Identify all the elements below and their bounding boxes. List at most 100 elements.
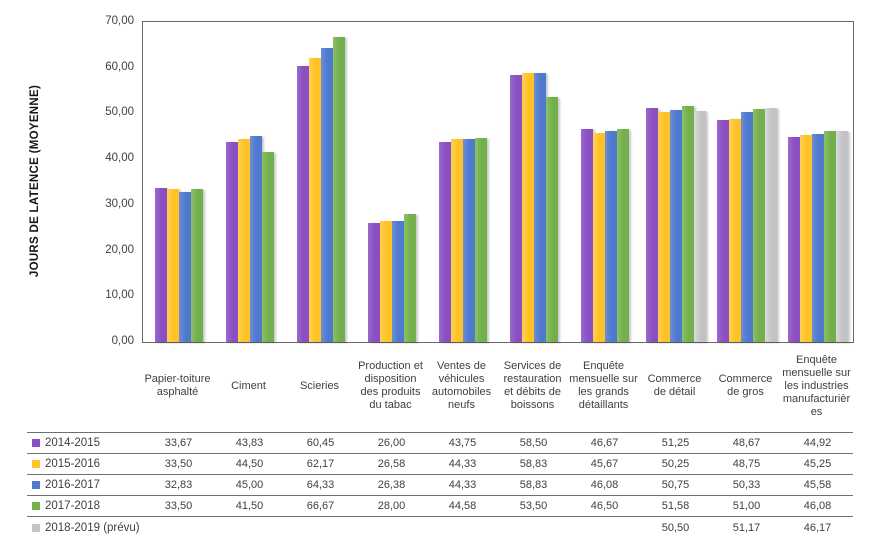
bar xyxy=(681,106,694,342)
bar xyxy=(545,97,558,342)
category-label: Commerce de gros xyxy=(718,373,773,398)
legend-swatch xyxy=(32,460,40,468)
bar xyxy=(592,133,605,342)
y-tick-label: 60,00 xyxy=(105,60,134,73)
table-cell: 51,00 xyxy=(732,500,761,512)
table-row: 2015-2016 33,50 44,50 62,17 26,58 44,33 58,83 4… xyxy=(27,454,853,475)
table-cell: 26,00 xyxy=(377,437,406,449)
legend-label: 2015-2016 xyxy=(45,458,100,470)
table-cell: 44,50 xyxy=(235,458,264,470)
bar xyxy=(166,188,179,342)
bar xyxy=(657,112,670,342)
table-cell: 46,50 xyxy=(590,500,619,512)
table-cell: 51,17 xyxy=(732,521,761,534)
bar-group xyxy=(356,22,427,342)
category-label: Services de restauration et débits de bo… xyxy=(503,360,562,411)
table-cell: 62,17 xyxy=(306,458,335,470)
bar xyxy=(752,108,765,342)
table-cell: 64,33 xyxy=(306,479,335,491)
table-cell: 32,83 xyxy=(164,479,193,491)
table-cell: 45,00 xyxy=(235,479,264,491)
table-cell: 26,38 xyxy=(377,479,406,491)
table-cell: 46,17 xyxy=(803,521,832,534)
legend-key: 2017-2018 xyxy=(27,500,143,512)
bar-group xyxy=(640,22,711,342)
bar xyxy=(190,188,203,342)
bar xyxy=(740,111,753,342)
bar xyxy=(237,138,250,342)
bar xyxy=(533,73,546,342)
bar xyxy=(835,130,848,342)
category-label: Papier-toiture asphalté xyxy=(144,373,211,398)
bar xyxy=(521,73,534,342)
table-cell: 26,58 xyxy=(377,458,406,470)
table-cell: 44,58 xyxy=(448,500,477,512)
bar xyxy=(332,37,345,342)
table-row: 2014-2015 33,67 43,83 60,45 26,00 43,75 58,50 4… xyxy=(27,433,853,454)
bar-group xyxy=(143,22,214,342)
category-label: Scieries xyxy=(299,379,340,392)
table-cell: 44,33 xyxy=(448,479,477,491)
bar xyxy=(225,141,238,342)
table-cell: 51,25 xyxy=(661,437,690,449)
table-cell: 48,67 xyxy=(732,437,761,449)
bar xyxy=(367,223,380,342)
plot-area xyxy=(142,21,854,343)
bar xyxy=(450,139,463,342)
table-cell: 50,50 xyxy=(661,521,690,534)
table-cell: 45,25 xyxy=(803,458,832,470)
table-cell: 50,33 xyxy=(732,479,761,491)
table-cell: 53,50 xyxy=(519,500,548,512)
data-table: 2014-2015 33,67 43,83 60,45 26,00 43,75 58,50 4… xyxy=(27,432,853,538)
category-label: Production et disposition des produits d… xyxy=(358,360,423,411)
y-tick-label: 70,00 xyxy=(105,15,134,27)
legend-label: 2017-2018 xyxy=(45,500,100,512)
category-label: Ventes de véhicules automobiles neufs xyxy=(431,360,492,411)
bar xyxy=(320,47,333,342)
category-label: Commerce de détail xyxy=(647,373,702,398)
y-tick-label: 20,00 xyxy=(105,243,134,256)
bar xyxy=(462,139,475,342)
bar xyxy=(474,138,487,342)
bar xyxy=(178,191,191,342)
legend-swatch xyxy=(32,502,40,510)
table-row: 2018-2019 (prévu) 50,50 51,17 46,17 xyxy=(27,517,853,538)
table-cell: 33,67 xyxy=(164,437,193,449)
bar xyxy=(261,152,274,342)
table-cell: 45,67 xyxy=(590,458,619,470)
bar-group xyxy=(782,22,853,342)
table-cell: 50,25 xyxy=(661,458,690,470)
bar xyxy=(296,65,309,342)
table-cell: 28,00 xyxy=(377,500,406,512)
bar xyxy=(379,220,392,342)
legend-label: 2018-2019 (prévu) xyxy=(45,521,140,534)
y-tick-labels: 70,00 60,00 50,00 40,00 30,00 20,00 10,00 0,00 xyxy=(0,15,134,347)
bar xyxy=(787,136,800,342)
table-cell: 46,67 xyxy=(590,437,619,449)
bar-group xyxy=(285,22,356,342)
bar xyxy=(403,214,416,342)
bar xyxy=(509,74,522,342)
bar-group xyxy=(214,22,285,342)
bar xyxy=(604,131,617,342)
bar xyxy=(645,107,658,342)
bar-group xyxy=(569,22,640,342)
table-cell: 43,83 xyxy=(235,437,264,449)
table-cell: 41,50 xyxy=(235,500,264,512)
bar-group xyxy=(427,22,498,342)
table-cell: 51,58 xyxy=(661,500,690,512)
bar xyxy=(669,110,682,342)
legend-key: 2014-2015 xyxy=(27,437,143,449)
table-row: 2017-2018 33,50 41,50 66,67 28,00 44,58 53,50 4… xyxy=(27,496,853,517)
bar xyxy=(716,119,729,342)
legend-swatch xyxy=(32,439,40,447)
y-tick-label: 50,00 xyxy=(105,106,134,119)
y-tick-label: 40,00 xyxy=(105,152,134,165)
table-cell: 48,75 xyxy=(732,458,761,470)
bar-group xyxy=(711,22,782,342)
bar xyxy=(154,188,167,342)
y-tick-label: 0,00 xyxy=(111,335,134,347)
bar xyxy=(616,129,629,342)
bar-group xyxy=(498,22,569,342)
